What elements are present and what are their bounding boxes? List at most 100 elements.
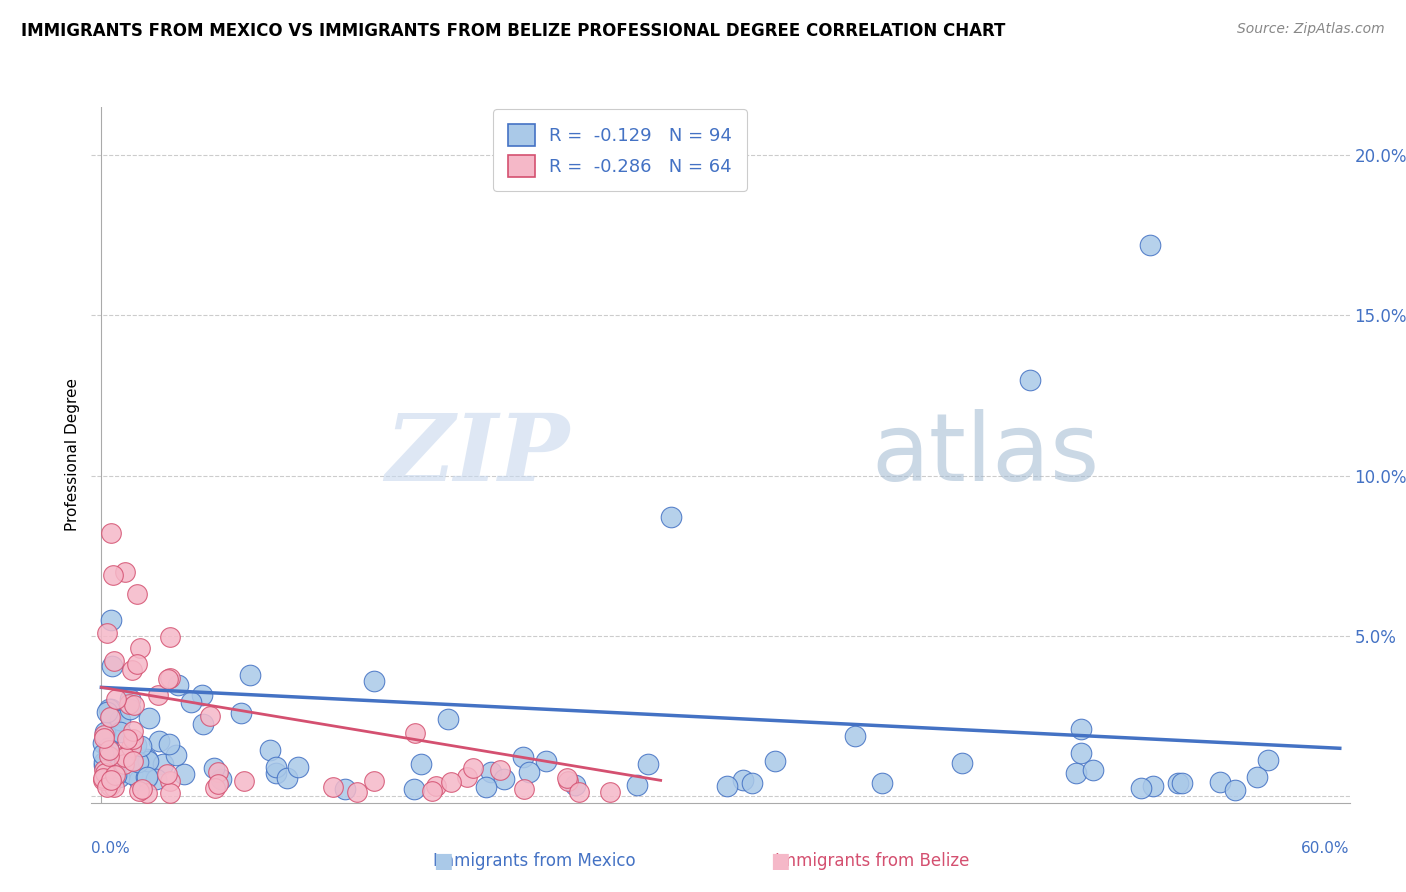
Point bbox=[114, 565, 136, 579]
Point bbox=[128, 784, 150, 798]
Point bbox=[100, 710, 122, 724]
Text: ■: ■ bbox=[433, 851, 453, 871]
Point bbox=[1130, 780, 1153, 795]
Point bbox=[425, 779, 447, 793]
Point bbox=[439, 774, 461, 789]
Point bbox=[872, 776, 894, 790]
Point bbox=[135, 786, 157, 800]
Point bbox=[96, 625, 118, 640]
Point bbox=[266, 766, 288, 780]
Point bbox=[97, 702, 120, 716]
Point bbox=[404, 726, 426, 740]
Point bbox=[346, 785, 368, 799]
Point bbox=[128, 773, 150, 788]
Point bbox=[322, 780, 344, 794]
Point bbox=[93, 771, 115, 785]
Text: Immigrants from Belize: Immigrants from Belize bbox=[775, 852, 969, 870]
Point bbox=[1170, 776, 1192, 790]
Text: Immigrants from Mexico: Immigrants from Mexico bbox=[433, 852, 636, 870]
Text: atlas: atlas bbox=[872, 409, 1099, 501]
Point bbox=[152, 757, 174, 772]
Point bbox=[512, 782, 534, 797]
Point bbox=[156, 767, 179, 781]
Text: Source: ZipAtlas.com: Source: ZipAtlas.com bbox=[1237, 22, 1385, 37]
Point bbox=[131, 782, 153, 797]
Point bbox=[363, 674, 385, 689]
Point bbox=[96, 705, 118, 719]
Point bbox=[93, 731, 115, 745]
Point bbox=[103, 770, 125, 784]
Point bbox=[101, 726, 124, 740]
Point bbox=[264, 759, 287, 773]
Point bbox=[492, 772, 515, 787]
Point bbox=[105, 768, 128, 782]
Point bbox=[148, 733, 170, 747]
Point bbox=[122, 724, 145, 739]
Point bbox=[409, 757, 432, 772]
Point bbox=[456, 770, 478, 784]
Point bbox=[534, 754, 557, 768]
Point bbox=[474, 780, 496, 794]
Point bbox=[637, 757, 659, 772]
Point bbox=[101, 567, 124, 582]
Point bbox=[517, 764, 540, 779]
Point bbox=[145, 772, 167, 786]
Y-axis label: Professional Degree: Professional Degree bbox=[65, 378, 80, 532]
Point bbox=[763, 755, 786, 769]
Point bbox=[100, 526, 122, 541]
Point bbox=[207, 765, 229, 780]
Point bbox=[93, 766, 115, 780]
Point bbox=[1081, 764, 1104, 778]
Point bbox=[96, 780, 118, 795]
Point bbox=[98, 748, 121, 763]
Point bbox=[461, 761, 484, 775]
Point bbox=[204, 781, 226, 796]
Point bbox=[479, 765, 502, 780]
Point bbox=[125, 657, 148, 671]
Point bbox=[159, 786, 181, 800]
Point bbox=[159, 671, 181, 685]
Point bbox=[180, 695, 202, 709]
Point bbox=[950, 756, 973, 771]
Point bbox=[98, 755, 121, 769]
Point bbox=[93, 758, 115, 772]
Point bbox=[122, 698, 145, 712]
Point bbox=[93, 772, 115, 787]
Point bbox=[287, 760, 309, 774]
Point bbox=[121, 663, 143, 677]
Text: IMMIGRANTS FROM MEXICO VS IMMIGRANTS FROM BELIZE PROFESSIONAL DEGREE CORRELATION: IMMIGRANTS FROM MEXICO VS IMMIGRANTS FRO… bbox=[21, 22, 1005, 40]
Point bbox=[118, 692, 141, 706]
Point bbox=[100, 702, 122, 716]
Point bbox=[103, 780, 125, 794]
Point bbox=[157, 737, 180, 751]
Point bbox=[120, 702, 142, 716]
Point bbox=[136, 752, 159, 766]
Point bbox=[93, 724, 115, 739]
Point bbox=[1019, 373, 1042, 387]
Point bbox=[97, 740, 120, 755]
Point bbox=[159, 630, 181, 644]
Point bbox=[1142, 779, 1164, 793]
Point bbox=[129, 739, 152, 754]
Point bbox=[1257, 753, 1279, 767]
Point bbox=[93, 756, 115, 770]
Point bbox=[93, 736, 115, 750]
Point bbox=[741, 776, 763, 790]
Point bbox=[120, 739, 142, 754]
Point bbox=[716, 779, 738, 793]
Point bbox=[121, 767, 143, 781]
Point bbox=[568, 785, 591, 799]
Point bbox=[135, 770, 157, 784]
Point bbox=[191, 689, 214, 703]
Point bbox=[557, 774, 579, 789]
Point bbox=[259, 742, 281, 756]
Point bbox=[107, 714, 129, 729]
Text: 60.0%: 60.0% bbox=[1302, 841, 1350, 856]
Point bbox=[93, 728, 115, 742]
Point bbox=[599, 785, 621, 799]
Point bbox=[844, 729, 866, 743]
Point bbox=[333, 781, 356, 796]
Point bbox=[136, 771, 159, 785]
Point bbox=[239, 668, 262, 682]
Point bbox=[105, 692, 128, 706]
